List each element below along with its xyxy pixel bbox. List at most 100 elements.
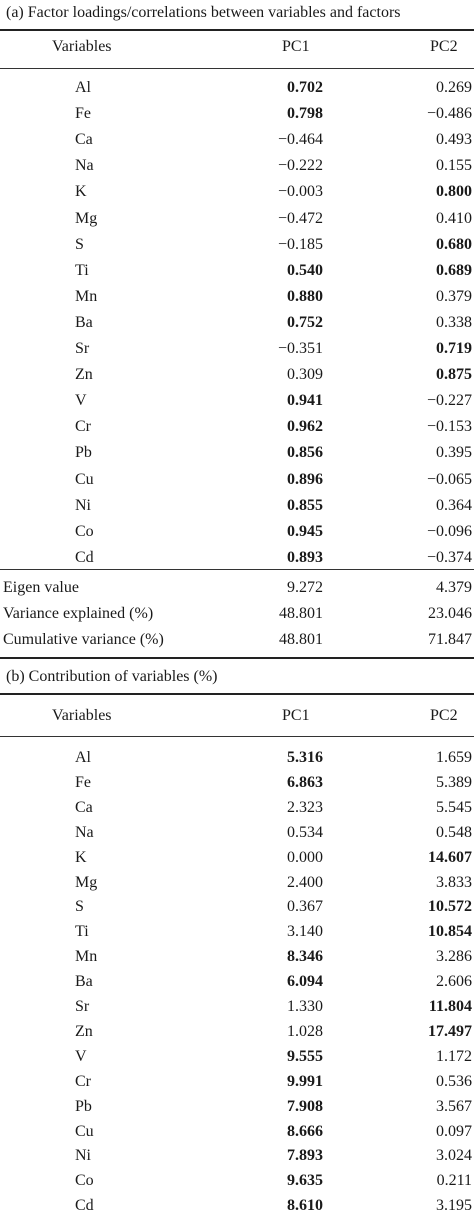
pc1-value: −0.472 [277,209,323,227]
pc1-value: 9.272 [287,579,323,596]
pc1-value: 9.991 [287,1072,323,1090]
pc1-value: 8.610 [287,1197,323,1215]
table-row: Ti 0.540 0.689 [0,258,474,284]
pc1-value: 7.893 [287,1147,323,1165]
variable-name: K [75,183,87,201]
header-variables: Variables [52,707,112,724]
table-row: S −0.185 0.680 [0,232,474,258]
table-row: V 9.555 1.172 [0,1044,474,1070]
pc2-value: 17.497 [428,1022,472,1040]
table-row: Ni 7.893 3.024 [0,1143,474,1169]
section-a-summary-rule [0,569,474,570]
variable-name: Cd [75,548,94,566]
variable-name: Sr [75,998,90,1015]
variable-name: Ba [75,973,93,991]
pc1-value: 0.309 [287,366,323,384]
pc1-value: 8.346 [287,948,323,966]
pc1-value: 8.666 [287,1122,323,1140]
pc2-value: 10.572 [428,898,472,916]
variable-name: Al [75,749,91,766]
pc1-value: 0.855 [287,496,323,514]
header-pc1: PC1 [282,707,310,724]
variable-name: Ca [75,798,93,816]
variable-name: Mn [75,287,98,305]
variable-name: Co [75,522,94,540]
pc2-value: 0.395 [436,444,472,462]
pc1-value: 0.702 [287,79,323,96]
summary-row: Eigen value 9.272 4.379 [0,575,474,601]
pc2-value: 3.833 [436,873,472,891]
pc1-value: 0.752 [287,313,323,331]
header-variables: Variables [52,38,112,55]
pc2-value: 0.379 [436,287,472,305]
pc2-value: −0.374 [426,548,472,566]
pc2-value: −0.227 [426,392,472,410]
table-row: S 0.367 10.572 [0,894,474,920]
pc2-value: 3.567 [436,1097,472,1115]
pc1-value: 0.893 [287,548,323,566]
pc2-value: 0.493 [436,131,472,149]
pc2-value: 0.548 [436,823,472,841]
summary-label: Eigen value [3,579,79,596]
pc2-value: 2.606 [436,973,472,991]
table-row: Ni 0.855 0.364 [0,493,474,519]
variable-name: Cr [75,1072,91,1090]
variable-name: V [75,392,87,410]
table-row: Co 0.945 −0.096 [0,519,474,545]
header-pc1: PC1 [282,38,310,55]
pc2-value: 0.364 [436,496,472,514]
pc1-value: −0.185 [277,235,323,253]
table-row: Ti 3.140 10.854 [0,919,474,945]
variable-name: Ba [75,313,93,331]
pc2-value: 23.046 [428,605,472,622]
variable-name: Na [75,823,94,841]
table-row: Zn 1.028 17.497 [0,1019,474,1045]
table-row: Pb 0.856 0.395 [0,440,474,466]
pc1-value: 6.863 [287,773,323,791]
pc1-value: 3.140 [287,923,323,941]
variable-name: Zn [75,1022,93,1040]
pc2-value: 0.155 [436,157,472,175]
table-row: Mg 2.400 3.833 [0,870,474,896]
pc1-value: 0.798 [287,105,323,123]
table-row: Ba 6.094 2.606 [0,969,474,995]
variable-name: Mg [75,873,98,891]
pc2-value: 71.847 [428,631,472,648]
pc2-value: 14.607 [428,848,472,866]
pc1-value: 0.000 [287,848,323,866]
summary-row: Cumulative variance (%) 48.801 71.847 [0,627,474,653]
pc2-value: 0.875 [436,366,472,384]
summary-label: Cumulative variance (%) [3,631,164,648]
table-row: Ca −0.464 0.493 [0,127,474,153]
table-row: Cr 0.962 −0.153 [0,414,474,440]
pc2-value: 0.410 [436,209,472,227]
table-row: Mn 8.346 3.286 [0,944,474,970]
variable-name: Ca [75,131,93,149]
section-b-title: (b) Contribution of variables (%) [6,668,218,685]
variable-name: Fe [75,105,91,123]
pc2-value: 1.172 [436,1047,472,1065]
pc1-value: −0.222 [277,157,323,175]
section-a-header-rule [0,68,474,69]
pc1-value: 0.534 [287,823,323,841]
variable-name: Ti [75,923,89,941]
pc2-value: 3.195 [436,1197,472,1215]
table-row: Sr 1.330 11.804 [0,994,474,1020]
pc2-value: −0.096 [426,522,472,540]
variable-name: Mn [75,948,98,966]
pc2-value: 11.804 [428,998,472,1015]
header-pc2: PC2 [430,38,458,55]
pc1-value: 0.962 [287,418,323,436]
pc1-value: 0.856 [287,444,323,462]
table-row: Zn 0.309 0.875 [0,362,474,388]
pc2-value: −0.486 [426,105,472,123]
variable-name: Fe [75,773,91,791]
pc2-value: 0.269 [436,79,472,96]
pc1-value: 0.540 [287,261,323,279]
table-row: Cd 0.893 −0.374 [0,545,474,571]
table-row: K −0.003 0.800 [0,179,474,205]
table-row: Na −0.222 0.155 [0,153,474,179]
pc1-value: 0.896 [287,470,323,488]
section-b-top-rule [0,693,474,695]
pc2-value: 0.680 [436,235,472,253]
